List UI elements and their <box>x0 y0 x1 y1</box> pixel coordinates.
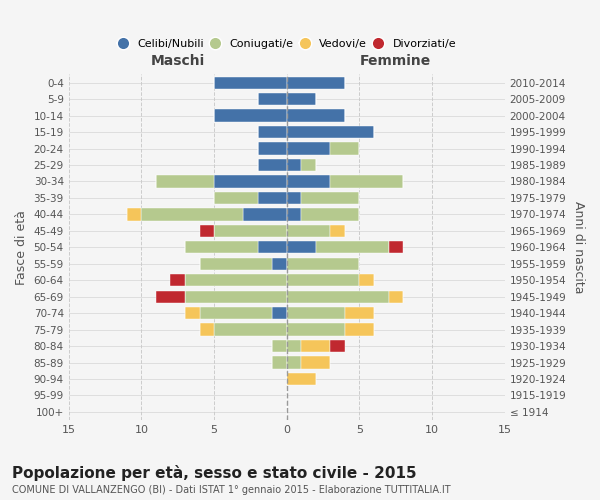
Bar <box>156 176 214 188</box>
Bar <box>287 176 331 188</box>
Bar <box>287 192 301 204</box>
Bar <box>257 126 287 138</box>
Text: COMUNE DI VALLANZENGO (BI) - Dati ISTAT 1° gennaio 2015 - Elaborazione TUTTITALI: COMUNE DI VALLANZENGO (BI) - Dati ISTAT … <box>12 485 451 495</box>
Y-axis label: Anni di nascita: Anni di nascita <box>572 201 585 294</box>
Bar <box>287 142 331 154</box>
Bar <box>301 159 316 171</box>
Bar <box>257 192 287 204</box>
Bar <box>287 356 301 368</box>
Bar <box>316 241 389 254</box>
Bar <box>301 340 331 352</box>
Bar <box>301 356 331 368</box>
Bar <box>272 340 287 352</box>
Bar <box>287 340 301 352</box>
Bar <box>287 290 389 303</box>
Bar <box>200 307 272 320</box>
Bar <box>287 241 316 254</box>
Bar <box>214 110 287 122</box>
Bar <box>127 208 142 220</box>
Bar <box>287 274 359 286</box>
Bar <box>331 224 345 237</box>
Bar <box>331 340 345 352</box>
Bar <box>200 224 214 237</box>
Legend: Celibi/Nubili, Coniugati/e, Vedovi/e, Divorziati/e: Celibi/Nubili, Coniugati/e, Vedovi/e, Di… <box>114 35 460 52</box>
Bar <box>345 307 374 320</box>
Bar <box>214 324 287 336</box>
Text: Popolazione per età, sesso e stato civile - 2015: Popolazione per età, sesso e stato civil… <box>12 465 416 481</box>
Bar <box>185 307 200 320</box>
Bar <box>156 290 185 303</box>
Bar <box>287 324 345 336</box>
Bar <box>287 76 345 89</box>
Bar <box>170 274 185 286</box>
Bar <box>389 241 403 254</box>
Bar <box>287 258 359 270</box>
Bar <box>287 110 345 122</box>
Bar <box>214 176 287 188</box>
Bar <box>257 159 287 171</box>
Bar <box>185 241 257 254</box>
Bar <box>142 208 243 220</box>
Bar <box>287 126 374 138</box>
Bar <box>272 307 287 320</box>
Bar <box>287 93 316 106</box>
Bar <box>287 373 316 385</box>
Bar <box>257 142 287 154</box>
Bar <box>389 290 403 303</box>
Bar <box>185 290 287 303</box>
Y-axis label: Fasce di età: Fasce di età <box>15 210 28 285</box>
Bar <box>345 324 374 336</box>
Text: Femmine: Femmine <box>360 54 431 68</box>
Bar <box>331 142 359 154</box>
Bar <box>214 76 287 89</box>
Bar <box>287 307 345 320</box>
Bar <box>214 192 257 204</box>
Bar <box>200 324 214 336</box>
Bar <box>331 176 403 188</box>
Text: Maschi: Maschi <box>151 54 205 68</box>
Bar <box>214 224 287 237</box>
Bar <box>301 208 359 220</box>
Bar <box>287 224 331 237</box>
Bar <box>257 93 287 106</box>
Bar <box>287 208 301 220</box>
Bar <box>243 208 287 220</box>
Bar <box>200 258 272 270</box>
Bar <box>301 192 359 204</box>
Bar <box>185 274 287 286</box>
Bar <box>272 258 287 270</box>
Bar <box>272 356 287 368</box>
Bar <box>287 159 301 171</box>
Bar <box>359 274 374 286</box>
Bar <box>257 241 287 254</box>
